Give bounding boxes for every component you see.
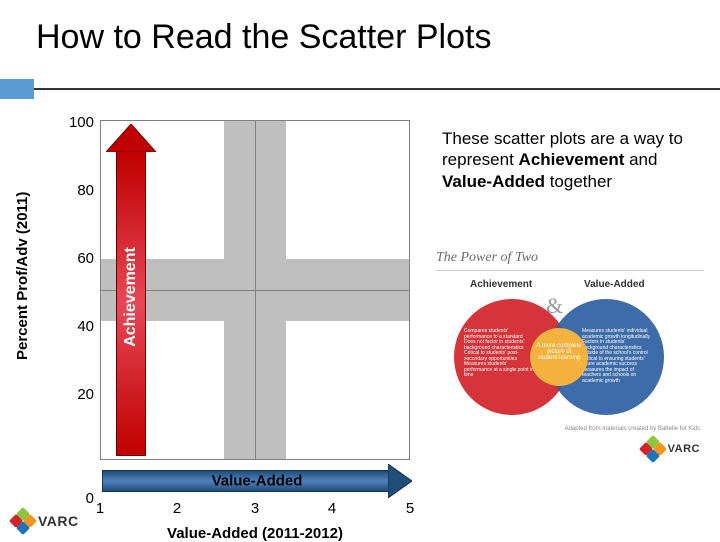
xtick-5: 5: [406, 500, 414, 517]
page-title: How to Read the Scatter Plots: [36, 18, 720, 57]
accent-divider: [0, 79, 720, 99]
ytick-80: 80: [60, 182, 94, 199]
value-added-arrow-head: [388, 464, 412, 498]
achievement-arrow: Achievement: [106, 124, 156, 456]
xtick-2: 2: [173, 500, 181, 517]
y-axis-label: Percent Prof/Adv (2011): [14, 192, 31, 360]
venn-diagram: Achievement Value-Added & Compares stude…: [436, 279, 704, 429]
title-bar: How to Read the Scatter Plots: [0, 0, 720, 57]
ytick-40: 40: [60, 318, 94, 335]
value-added-arrow: Value-Added: [102, 464, 412, 498]
value-added-arrow-label: Value-Added: [212, 473, 303, 490]
ytick-0: 0: [60, 490, 94, 507]
power-of-two-title: The Power of Two: [436, 250, 704, 271]
varc-logo-text: VARC: [38, 513, 79, 529]
venn-left-title: Achievement: [470, 279, 532, 290]
main-content: Percent Prof/Adv (2011) 100 80 60 40 20 …: [0, 100, 720, 540]
x-axis-label: Value-Added (2011-2012): [167, 525, 343, 542]
venn-right-title: Value-Added: [584, 279, 645, 290]
desc-bold-value-added: Value-Added: [442, 172, 545, 191]
xtick-3: 3: [251, 500, 259, 517]
attribution-text: Adapted from materials created by Battel…: [565, 426, 700, 432]
ytick-60: 60: [60, 250, 94, 267]
desc-mid: and: [624, 150, 657, 169]
varc-logo-small: VARC: [642, 438, 700, 460]
venn-left-text: Compares students' performance to a stan…: [464, 329, 534, 379]
xtick-4: 4: [328, 500, 336, 517]
xtick-1: 1: [96, 500, 104, 517]
description-text: These scatter plots are a way to represe…: [442, 128, 700, 192]
varc-logo-icon: [12, 510, 34, 532]
varc-logo-text: VARC: [668, 443, 700, 455]
ytick-100: 100: [60, 114, 94, 131]
power-of-two-block: The Power of Two Achievement Value-Added…: [436, 250, 704, 429]
achievement-arrow-head: [106, 124, 156, 152]
ytick-20: 20: [60, 386, 94, 403]
desc-post: together: [545, 172, 612, 191]
accent-line: [34, 88, 720, 90]
desc-bold-achievement: Achievement: [519, 150, 625, 169]
varc-logo-icon: [642, 438, 664, 460]
ampersand-icon: &: [546, 293, 563, 319]
accent-block: [0, 79, 34, 99]
venn-right-text: Measures students' individual academic g…: [582, 329, 652, 384]
varc-logo: VARC: [12, 510, 79, 532]
achievement-arrow-label: Achievement: [122, 247, 140, 347]
venn-center-text: A more complete picture of student learn…: [536, 343, 582, 361]
